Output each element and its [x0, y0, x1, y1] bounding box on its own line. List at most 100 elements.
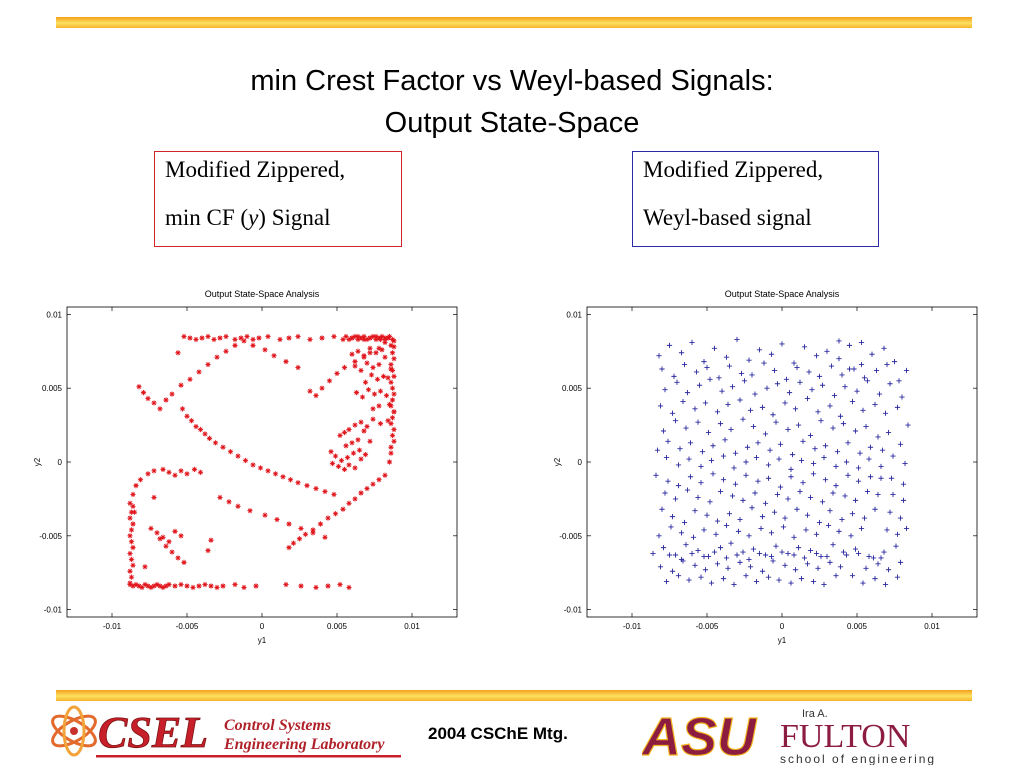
- data-point: [184, 413, 190, 419]
- data-point: [349, 351, 355, 357]
- data-point: [675, 483, 682, 489]
- data-point: [352, 496, 358, 502]
- data-point: [178, 382, 184, 388]
- data-point: [687, 474, 694, 480]
- data-point: [374, 376, 381, 382]
- data-point: [801, 344, 808, 350]
- data-point: [139, 584, 145, 591]
- data-point: [747, 407, 754, 413]
- data-point: [888, 475, 895, 481]
- left-scatter-chart: Output State-Space Analysis -0.01 -0.005 0 0…: [33, 289, 458, 645]
- data-point: [373, 350, 379, 356]
- data-point: [786, 390, 793, 396]
- data-point: [388, 366, 394, 372]
- data-point: [672, 418, 679, 424]
- data-point: [747, 564, 754, 570]
- data-point: [668, 524, 674, 530]
- data-point: [768, 553, 775, 560]
- data-point: [352, 465, 358, 471]
- data-point: [367, 345, 373, 351]
- data-point: [795, 422, 802, 428]
- data-point: [905, 422, 911, 428]
- data-point: [355, 348, 361, 354]
- data-point: [197, 426, 204, 433]
- data-point: [794, 364, 800, 371]
- data-point: [843, 459, 850, 465]
- data-point: [773, 543, 779, 549]
- data-point: [304, 483, 310, 489]
- y-tick-label: 0.01: [46, 310, 62, 319]
- data-point: [238, 335, 244, 341]
- data-point: [771, 509, 778, 515]
- data-point: [235, 503, 241, 509]
- data-point: [352, 359, 358, 365]
- data-point: [148, 525, 154, 532]
- data-point: [887, 509, 893, 515]
- data-point: [364, 485, 370, 492]
- data-point: [690, 534, 697, 540]
- data-point: [241, 338, 247, 344]
- data-point: [391, 344, 397, 350]
- data-point: [364, 336, 370, 343]
- data-point: [349, 440, 355, 446]
- data-point: [785, 550, 791, 557]
- data-point: [797, 379, 803, 385]
- data-point: [657, 564, 664, 570]
- data-point: [770, 412, 776, 418]
- data-point: [678, 350, 685, 356]
- data-point: [169, 549, 175, 555]
- data-point: [127, 515, 133, 521]
- data-point: [902, 460, 908, 467]
- right-caption-line2: Weyl-based signal: [643, 205, 812, 230]
- data-point: [740, 497, 746, 503]
- data-point: [389, 415, 396, 421]
- data-point: [145, 395, 151, 402]
- data-point: [307, 336, 313, 343]
- data-point: [280, 474, 286, 480]
- data-point: [137, 477, 144, 483]
- y-axis-label: y2: [33, 457, 42, 466]
- data-point: [792, 567, 799, 573]
- data-point: [684, 390, 691, 396]
- data-point: [743, 573, 749, 579]
- data-point: [223, 348, 229, 354]
- data-point: [362, 452, 369, 458]
- data-point: [827, 403, 833, 409]
- data-point: [791, 534, 797, 540]
- data-point: [839, 372, 845, 378]
- data-point: [140, 390, 147, 396]
- data-point: [178, 581, 184, 588]
- bottom-accent-bar: [56, 690, 972, 701]
- data-point: [708, 457, 715, 464]
- data-point: [196, 583, 202, 589]
- data-point: [836, 338, 842, 344]
- data-point: [900, 481, 907, 487]
- data-point: [776, 577, 782, 583]
- data-point: [720, 453, 727, 459]
- data-point: [364, 360, 370, 366]
- left-caption-line2-pre: min CF (: [165, 205, 249, 230]
- asu-logo-text: ASU: [642, 707, 758, 765]
- data-point: [885, 429, 892, 436]
- data-point: [226, 499, 232, 505]
- data-point: [370, 416, 376, 422]
- x-tick-label: 0: [780, 622, 785, 631]
- data-point: [130, 521, 136, 527]
- data-point: [696, 382, 703, 388]
- data-point: [680, 398, 686, 405]
- data-point: [686, 456, 692, 462]
- data-point: [702, 400, 709, 406]
- data-point: [214, 584, 220, 591]
- data-point: [290, 540, 297, 546]
- data-point: [250, 342, 256, 348]
- data-point: [777, 484, 784, 490]
- data-point: [130, 562, 136, 568]
- data-point: [825, 522, 832, 529]
- data-point: [208, 537, 214, 543]
- data-point: [379, 347, 385, 353]
- data-point: [286, 545, 292, 551]
- right-scatter-chart: Output State-Space Analysis -0.01 -0.005 0 0…: [553, 289, 978, 645]
- data-point: [734, 336, 740, 343]
- data-point: [184, 583, 190, 589]
- slide-title-line2: Output State-Space: [384, 107, 640, 139]
